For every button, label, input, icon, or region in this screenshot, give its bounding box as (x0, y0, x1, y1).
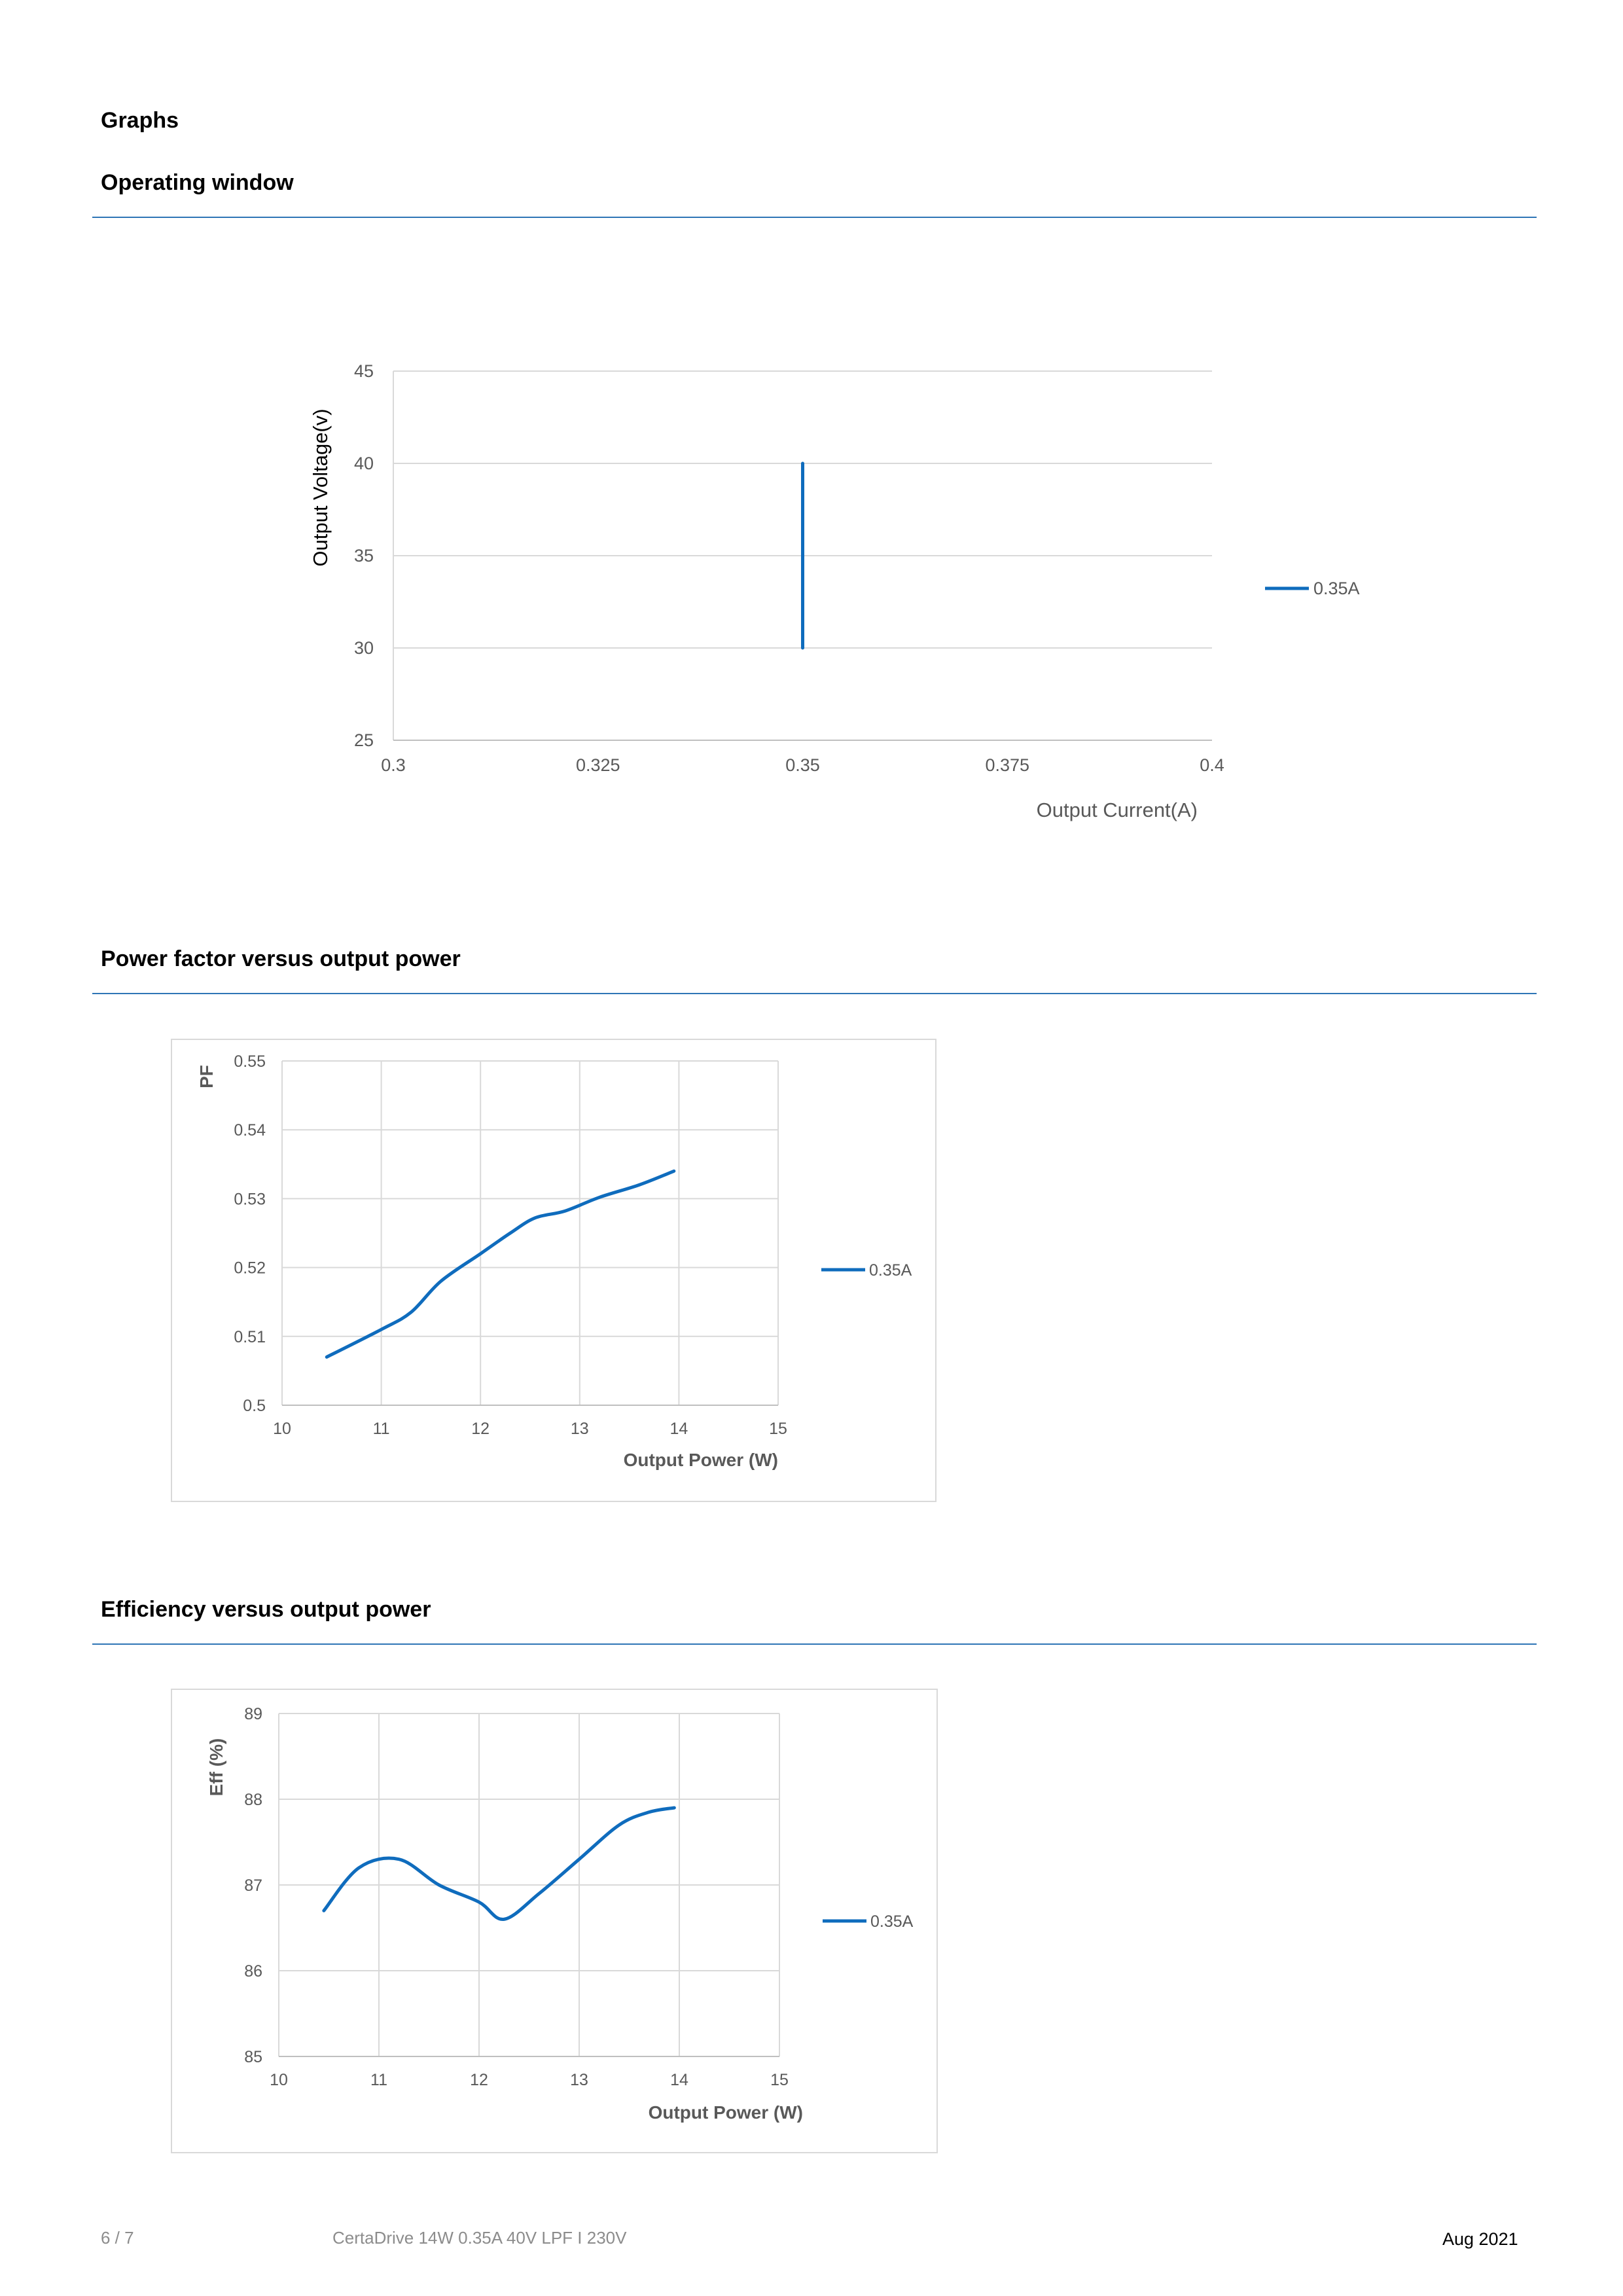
x-axis-title: Output Current(A) (1037, 798, 1198, 821)
x-tick-label: 11 (373, 1420, 390, 1438)
x-tick-label: 13 (570, 2071, 588, 2089)
x-tick-label: 15 (769, 1420, 787, 1438)
y-tick-label: 0.54 (234, 1121, 266, 1139)
y-tick-label: 40 (354, 454, 374, 473)
y-tick-label: 85 (244, 2048, 262, 2066)
legend-label: 0.35A (870, 1912, 914, 1931)
x-tick-label: 10 (273, 1420, 291, 1438)
y-tick-label: 0.5 (243, 1397, 266, 1415)
y-tick-label: 30 (354, 638, 374, 658)
legend-label: 0.35A (1313, 579, 1360, 598)
y-axis-title: Eff (%) (206, 1738, 226, 1797)
efficiency-chart-frame (171, 1689, 938, 2153)
efficiency-chart: 85 86 87 88 89 10 11 12 13 14 15 Output Power (W) Ef… (206, 1705, 914, 2123)
x-tick-label: 12 (471, 1420, 490, 1438)
x-axis-title: Output Power (W) (649, 2102, 803, 2123)
series-line (325, 1169, 676, 1359)
x-tick-label: 0.35 (785, 755, 820, 775)
operating-window-chart: 25 30 35 40 45 0.3 0.325 0.35 0.375 0.4 Output Cur… (309, 361, 1360, 821)
x-tick-label: 10 (270, 2071, 288, 2089)
footer-product-name: CertaDrive 14W 0.35A 40V LPF I 230V (332, 2228, 627, 2248)
section-divider (92, 1643, 1537, 1645)
y-tick-label: 88 (244, 1791, 262, 1809)
section-title-operating-window: Operating window (101, 170, 294, 195)
section-divider (92, 217, 1537, 218)
y-axis-title: Output Voltage(v) (309, 408, 332, 566)
x-tick-label: 13 (571, 1420, 589, 1438)
x-tick-label: 0.375 (985, 755, 1029, 775)
x-tick-label: 0.325 (576, 755, 620, 775)
x-tick-label: 15 (770, 2071, 789, 2089)
y-tick-label: 0.53 (234, 1190, 266, 1208)
y-tick-label: 89 (244, 1705, 262, 1723)
power-factor-chart: 0.5 0.51 0.52 0.53 0.54 0.55 10 11 12 13 14 15 Outpu… (196, 1052, 912, 1470)
page-heading: Graphs (101, 108, 179, 133)
legend-label: 0.35A (869, 1261, 912, 1280)
y-tick-label: 0.52 (234, 1259, 266, 1278)
section-title-power-factor: Power factor versus output power (101, 946, 461, 971)
section-divider (92, 993, 1537, 994)
y-tick-label: 25 (354, 730, 374, 750)
x-tick-label: 14 (670, 2071, 688, 2089)
y-tick-label: 0.55 (234, 1052, 266, 1071)
power-factor-chart-frame (171, 1039, 936, 1502)
y-tick-label: 45 (354, 361, 374, 381)
x-axis-title: Output Power (W) (624, 1450, 778, 1470)
y-tick-label: 0.51 (234, 1328, 266, 1346)
y-tick-label: 86 (244, 1962, 262, 1981)
y-axis-title: PF (196, 1065, 217, 1088)
y-tick-label: 35 (354, 546, 374, 565)
x-tick-label: 11 (370, 2071, 387, 2089)
x-tick-label: 12 (470, 2071, 488, 2089)
y-tick-label: 87 (244, 1876, 262, 1895)
x-tick-label: 0.3 (381, 755, 406, 775)
x-tick-label: 14 (669, 1420, 688, 1438)
footer-date: Aug 2021 (1442, 2229, 1518, 2249)
x-tick-label: 0.4 (1200, 755, 1224, 775)
section-title-efficiency: Efficiency versus output power (101, 1597, 431, 1622)
footer-page-number: 6 / 7 (101, 2228, 134, 2248)
series-line (322, 1806, 676, 1921)
